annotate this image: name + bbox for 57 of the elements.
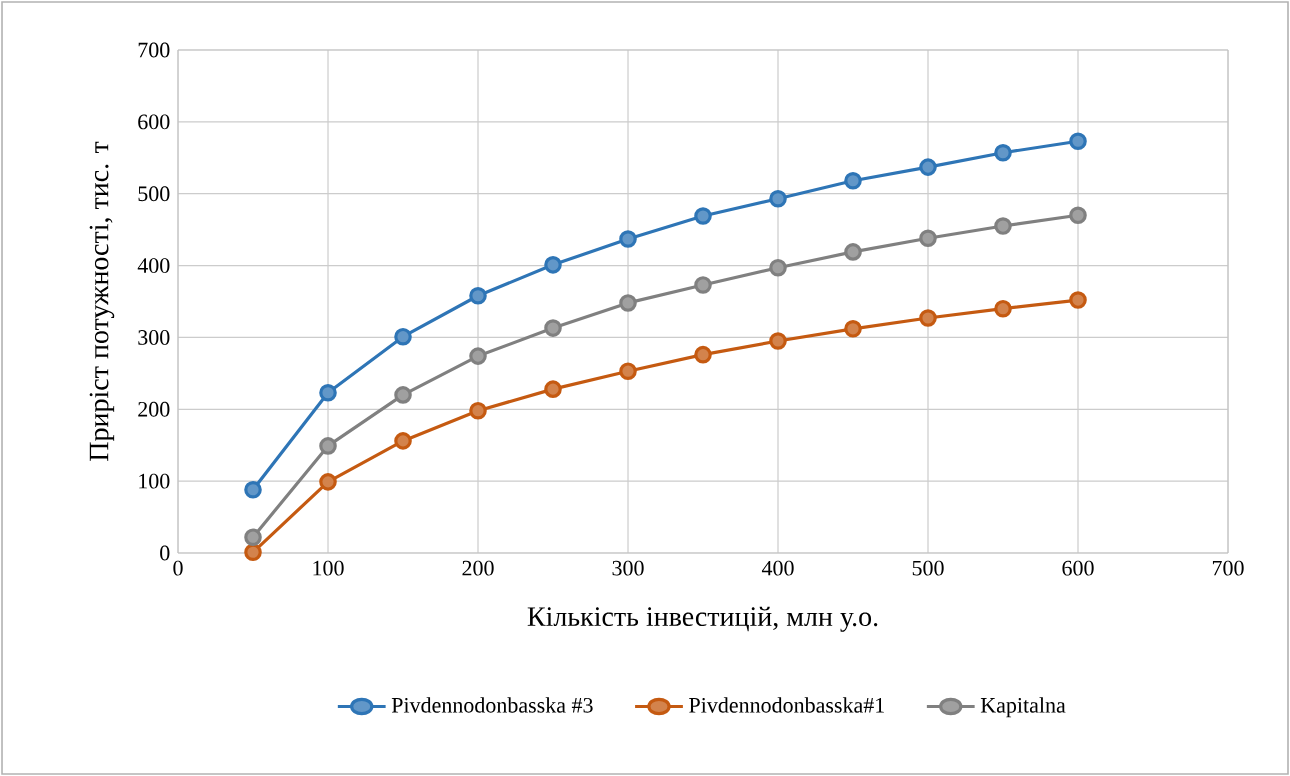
point bbox=[1069, 206, 1087, 225]
point bbox=[469, 347, 487, 365]
point bbox=[919, 309, 937, 327]
point bbox=[244, 543, 262, 562]
y-tick-label: 100 bbox=[139, 473, 170, 489]
x-tick-label: 100 bbox=[313, 560, 344, 576]
point bbox=[844, 171, 862, 190]
y-tick-label: 400 bbox=[137, 258, 170, 273]
point bbox=[319, 473, 337, 491]
y-tick-label: 0 bbox=[160, 545, 170, 561]
x-tick-label: 700 bbox=[1212, 560, 1244, 576]
point bbox=[994, 217, 1012, 235]
point bbox=[619, 230, 637, 248]
y-tick-label: 300 bbox=[138, 330, 170, 345]
point bbox=[919, 229, 937, 248]
x-tick-label: 400 bbox=[761, 560, 794, 576]
point bbox=[544, 380, 562, 398]
point bbox=[244, 528, 262, 546]
point bbox=[544, 256, 562, 274]
point bbox=[994, 143, 1012, 162]
point bbox=[844, 320, 862, 338]
point bbox=[544, 319, 562, 337]
x-axis-title: Кількість інвестицій, млн у.о. bbox=[527, 606, 878, 632]
y-tick-label: 700 bbox=[138, 42, 170, 58]
x-tick-label: 300 bbox=[612, 560, 644, 576]
point bbox=[919, 158, 937, 176]
point bbox=[769, 189, 787, 208]
point bbox=[469, 401, 487, 420]
point bbox=[469, 286, 487, 305]
x-tick-label: 200 bbox=[462, 560, 494, 576]
point bbox=[244, 480, 262, 499]
point bbox=[394, 386, 412, 404]
point bbox=[694, 207, 712, 225]
point bbox=[694, 345, 712, 364]
legend-label: Pivdennodonbasska#1 bbox=[689, 697, 884, 713]
legend-label: Kapitalna bbox=[980, 697, 1066, 718]
point bbox=[769, 258, 787, 277]
point bbox=[1069, 132, 1087, 151]
x-tick-label: 600 bbox=[1062, 560, 1094, 576]
point bbox=[1069, 291, 1087, 309]
legend-label: Pivdennodonbasska #3 bbox=[391, 697, 593, 713]
point bbox=[319, 437, 337, 455]
point bbox=[394, 327, 412, 346]
point bbox=[619, 362, 637, 380]
point bbox=[844, 243, 862, 261]
x-tick-label: 0 bbox=[173, 560, 183, 576]
point bbox=[769, 332, 787, 350]
point bbox=[694, 276, 712, 294]
y-tick-label: 200 bbox=[138, 401, 170, 417]
y-tick-label: 500 bbox=[138, 186, 170, 202]
point bbox=[619, 294, 637, 312]
point bbox=[319, 383, 337, 402]
x-tick-label: 500 bbox=[912, 560, 944, 576]
y-tick-label: 600 bbox=[138, 114, 170, 130]
y-axis-title: Приріст потужності, тис. т bbox=[89, 141, 115, 461]
point bbox=[394, 432, 412, 450]
point bbox=[994, 299, 1012, 318]
